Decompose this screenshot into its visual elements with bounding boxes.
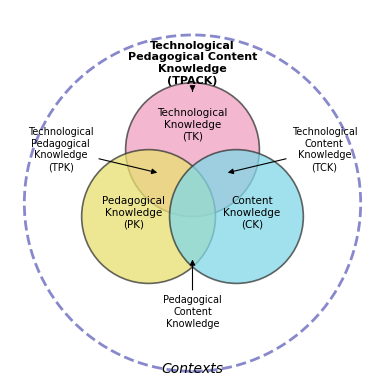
- Text: Technological
Knowledge
(TK): Technological Knowledge (TK): [157, 108, 228, 142]
- Text: Contexts: Contexts: [161, 362, 224, 377]
- Text: Pedagogical
Knowledge
(PK): Pedagogical Knowledge (PK): [102, 196, 165, 229]
- Circle shape: [82, 150, 216, 283]
- Text: Technological
Content
Knowledge
(TCK): Technological Content Knowledge (TCK): [229, 127, 357, 174]
- Text: Technological
Pedagogical
Knowledge
(TPK): Technological Pedagogical Knowledge (TPK…: [28, 127, 156, 174]
- Text: Technological
Pedagogical Content
Knowledge
(TPACK): Technological Pedagogical Content Knowle…: [128, 41, 257, 91]
- Text: Pedagogical
Content
Knowledge: Pedagogical Content Knowledge: [163, 261, 222, 329]
- Circle shape: [169, 150, 303, 283]
- Circle shape: [126, 83, 259, 217]
- Text: Content
Knowledge
(CK): Content Knowledge (CK): [223, 196, 280, 229]
